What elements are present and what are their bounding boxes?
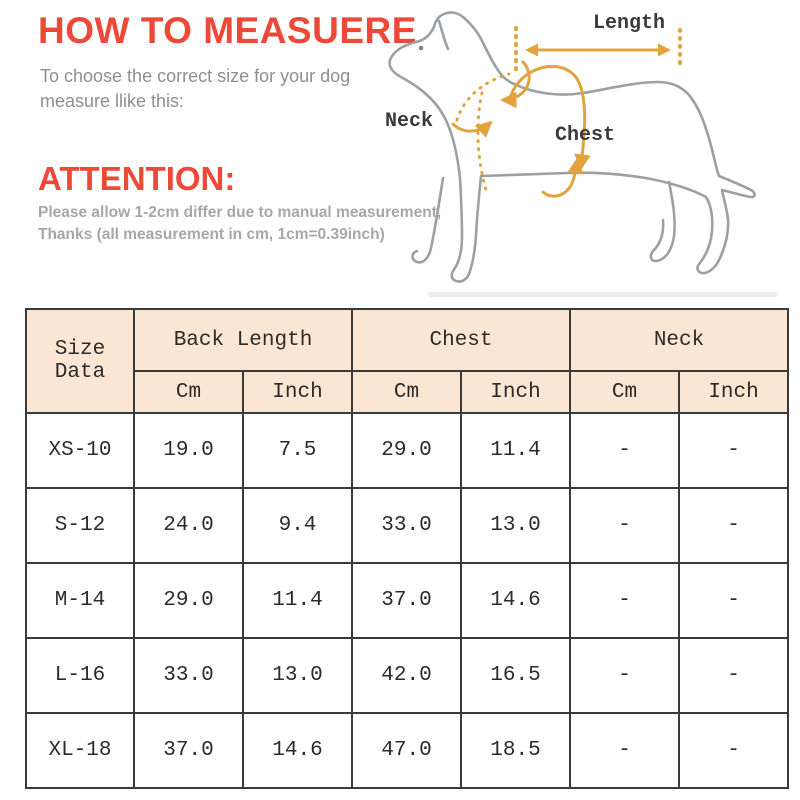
size-cell: XS-10 [25, 412, 135, 489]
length-label: Length [593, 12, 666, 35]
attention-heading: ATTENTION: [38, 160, 236, 197]
measure-instructions: To choose the correct size for your dog … [40, 64, 350, 114]
chest-label: Chest [555, 124, 616, 147]
attention-note-line2: Thanks (all measurement in cm, 1cm=0.39i… [38, 226, 385, 244]
value-cell: 19.0 [133, 412, 244, 489]
size-cell: XL-18 [25, 712, 135, 789]
value-cell: 16.5 [459, 637, 572, 714]
value-cell: 37.0 [351, 562, 462, 639]
chest-dotted-girth [476, 91, 488, 192]
unit-header: Cm [569, 370, 681, 414]
neck-arrow-lower [451, 120, 493, 138]
value-cell: 47.0 [351, 712, 462, 789]
value-cell: - [678, 637, 790, 714]
value-cell: - [678, 412, 790, 489]
table-row: S-12 24.0 9.4 33.0 13.0 - - [25, 487, 790, 564]
table-header-groups-row: Size Data Back Length Chest Neck [25, 308, 790, 414]
length-arrowheads [525, 43, 671, 57]
value-cell: 24.0 [133, 487, 244, 564]
value-cell: - [678, 712, 790, 789]
ground-shadow [428, 292, 778, 297]
value-cell: - [569, 487, 681, 564]
table-row: L-16 33.0 13.0 42.0 16.5 - - [25, 637, 790, 714]
dog-measurement-diagram: Length Neck Chest [373, 0, 800, 305]
value-cell: - [569, 712, 681, 789]
value-cell: - [569, 412, 681, 489]
page-title: HOW TO MEASUERE [38, 10, 417, 51]
header-chest: Chest [350, 308, 572, 372]
value-cell: - [678, 562, 790, 639]
unit-header: Cm [351, 370, 462, 414]
table-header-units-row: Cm Inch Cm Inch Cm Inch [26, 370, 790, 414]
neck-label: Neck [385, 110, 434, 133]
attention-note: Please allow 1-2cm differ due to manual … [38, 202, 441, 247]
unit-header: Inch [459, 370, 572, 414]
value-cell: 29.0 [133, 562, 244, 639]
attention-note-line1: Please allow 1-2cm differ due to manual … [38, 204, 442, 221]
value-cell: 11.4 [242, 562, 353, 639]
value-cell: 9.4 [242, 487, 353, 564]
dog-outline [388, 11, 756, 283]
value-cell: 33.0 [351, 487, 462, 564]
unit-header: Inch [242, 370, 353, 414]
unit-header: Cm [133, 370, 244, 414]
corner-cell: Size Data [25, 308, 135, 414]
value-cell: - [678, 487, 790, 564]
size-table: Size Data Back Length Chest Neck Cm Inch… [25, 308, 790, 789]
chest-arrow [508, 64, 591, 171]
value-cell: 29.0 [351, 412, 462, 489]
measure-instructions-line1: To choose the correct size for your dog [40, 66, 351, 86]
dog-line-art [388, 11, 756, 283]
value-cell: - [569, 637, 681, 714]
measure-instructions-line2: measure llike this: [40, 91, 185, 112]
header-neck: Neck [569, 308, 790, 372]
table-row: XL-18 37.0 14.6 47.0 18.5 - - [25, 712, 790, 789]
neck-dotted-girth [455, 72, 511, 122]
value-cell: 18.5 [459, 712, 572, 789]
table-row: M-14 29.0 11.4 37.0 14.6 - - [25, 562, 790, 639]
size-cell: L-16 [25, 637, 135, 714]
value-cell: 14.6 [242, 712, 353, 789]
value-cell: 14.6 [459, 562, 572, 639]
header-back-length: Back Length [133, 308, 353, 372]
measurement-arrows [451, 26, 682, 198]
value-cell: 13.0 [459, 487, 572, 564]
value-cell: 13.0 [242, 637, 353, 714]
value-cell: 33.0 [133, 637, 244, 714]
belly-arrow [541, 157, 584, 198]
value-cell: 11.4 [459, 412, 572, 489]
value-cell: 7.5 [242, 412, 353, 489]
unit-header: Inch [678, 370, 790, 414]
value-cell: 37.0 [133, 712, 244, 789]
size-cell: S-12 [25, 487, 135, 564]
table-row: XS-10 19.0 7.5 29.0 11.4 - - [25, 412, 790, 489]
size-cell: M-14 [25, 562, 135, 639]
value-cell: - [569, 562, 681, 639]
value-cell: 42.0 [351, 637, 462, 714]
dog-eye [418, 45, 424, 51]
